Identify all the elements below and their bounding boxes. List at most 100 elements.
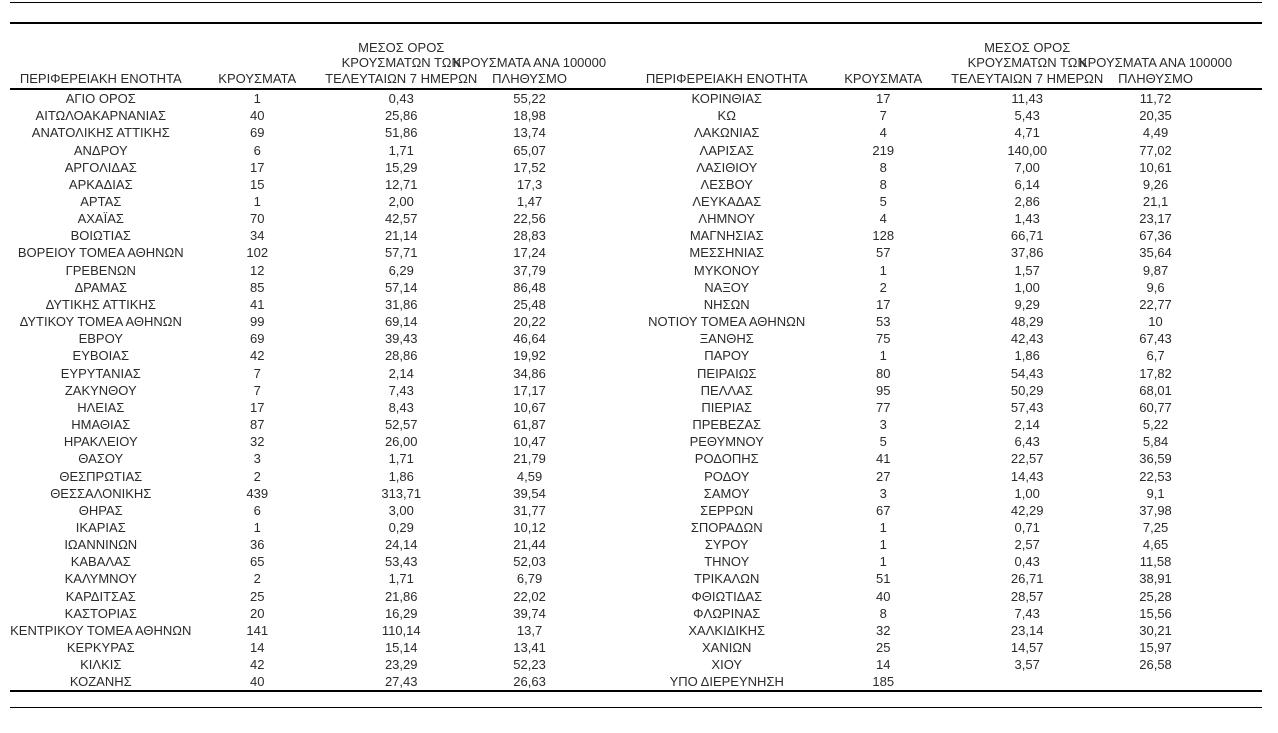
value-cell: 15,56 bbox=[1139, 605, 1172, 621]
value-cell: 99 bbox=[250, 314, 265, 330]
value-cell: 1,86 bbox=[388, 468, 414, 484]
spacer-cell bbox=[1206, 330, 1262, 347]
value-cell: 13,41 bbox=[513, 640, 546, 656]
cases-table: ΠΕΡΙΦΕΡΕΙΑΚΗ ΕΝΟΤΗΤΑ ΚΡΟΥΣΜΑΤΑ ΜΕΣΟΣ ΟΡΟ… bbox=[10, 22, 1262, 693]
region-cell: ΗΛΕΙΑΣ bbox=[77, 399, 125, 415]
value-cell: 85 bbox=[250, 279, 265, 295]
value-cell: 14,43 bbox=[1010, 468, 1044, 484]
value-cell: 2,86 bbox=[1014, 194, 1040, 210]
value-cell: 17 bbox=[250, 159, 265, 175]
value-cell: 1,47 bbox=[516, 194, 543, 210]
value-cell: 0,29 bbox=[388, 519, 414, 535]
value-cell: 41 bbox=[875, 451, 891, 467]
value-cell: 1 bbox=[253, 91, 261, 107]
region-cell: ΝΟΤΙΟΥ ΤΟΜΕΑ ΑΘΗΝΩΝ bbox=[648, 314, 806, 330]
col-header-region-label: ΠΕΡΙΦΕΡΕΙΑΚΗ ΕΝΟΤΗΤΑ bbox=[19, 70, 182, 86]
table-row: ΚΑΛΥΜΝΟΥ 2 1,71 6,79 ΤΡΙΚΑΛΩΝ 51 26,71 38,91 bbox=[10, 570, 1262, 587]
value-cell: 1 bbox=[253, 194, 261, 210]
value-cell: 1 bbox=[879, 537, 887, 553]
value-cell: 40 bbox=[250, 108, 265, 124]
value-cell: 15,14 bbox=[384, 640, 418, 656]
table-row: ΒΟΡΕΙΟΥ ΤΟΜΕΑ ΑΘΗΝΩΝ 102 57,71 17,24 ΜΕΣΣΗΝΙ… bbox=[10, 244, 1262, 261]
table-row: ΗΛΕΙΑΣ 17 8,43 10,67 ΠΙΕΡΙΑΣ 77 57,43 60,77 bbox=[10, 399, 1262, 416]
value-cell: 9,29 bbox=[1014, 296, 1040, 312]
spacer-cell bbox=[1206, 639, 1262, 656]
table-row: ΚΟΖΑΝΗΣ 40 27,43 26,63 ΥΠΟ ΔΙΕΡΕΥΝΗΣΗ 185 bbox=[10, 673, 1262, 693]
spacer-cell bbox=[580, 262, 636, 279]
spacer-cell bbox=[580, 502, 636, 519]
table-row: ΘΕΣΣΑΛΟΝΙΚΗΣ 439 313,71 39,54 ΣΑΜΟΥ 3 1,00 9,1 bbox=[10, 485, 1262, 502]
value-cell: 8,43 bbox=[388, 399, 414, 415]
value-cell: 40 bbox=[875, 588, 891, 604]
value-cell: 9,1 bbox=[1146, 485, 1165, 501]
region-cell: ΚΑΣΤΟΡΙΑΣ bbox=[64, 605, 137, 621]
value-cell: 22,57 bbox=[1010, 451, 1044, 467]
value-cell: 5,22 bbox=[1142, 417, 1169, 433]
spacer-cell bbox=[1206, 467, 1262, 484]
region-cell: ΚΑΡΔΙΤΣΑΣ bbox=[65, 588, 136, 604]
region-cell: ΦΛΩΡΙΝΑΣ bbox=[693, 605, 761, 621]
value-cell: 17,17 bbox=[513, 382, 546, 398]
region-cell: ΜΕΣΣΗΝΙΑΣ bbox=[689, 245, 765, 261]
value-cell: 439 bbox=[246, 485, 269, 501]
value-cell: 3,57 bbox=[1014, 657, 1040, 673]
spacer-cell bbox=[580, 227, 636, 244]
value-cell: 21,44 bbox=[513, 537, 546, 553]
region-cell: ΘΕΣΣΑΛΟΝΙΚΗΣ bbox=[50, 485, 152, 501]
spacer-cell bbox=[580, 176, 636, 193]
value-cell bbox=[1105, 673, 1206, 693]
value-cell: 6,14 bbox=[1014, 176, 1040, 192]
document-page: ΠΕΡΙΦΕΡΕΙΑΚΗ ΕΝΟΤΗΤΑ ΚΡΟΥΣΜΑΤΑ ΜΕΣΟΣ ΟΡΟ… bbox=[10, 2, 1262, 709]
value-cell: 20 bbox=[250, 605, 265, 621]
value-cell: 4,59 bbox=[516, 468, 543, 484]
table-row: ΚΑΒΑΛΑΣ 65 53,43 52,03 ΤΗΝΟΥ 1 0,43 11,58 bbox=[10, 553, 1262, 570]
spacer-cell bbox=[1206, 365, 1262, 382]
col-header-region-left: ΠΕΡΙΦΕΡΕΙΑΚΗ ΕΝΟΤΗΤΑ bbox=[10, 23, 192, 90]
value-cell: 1,71 bbox=[388, 451, 414, 467]
value-cell: 2,00 bbox=[388, 194, 414, 210]
value-cell: 15,29 bbox=[384, 159, 418, 175]
spacer-cell bbox=[580, 296, 636, 313]
region-cell: ΚΑΛΥΜΝΟΥ bbox=[64, 571, 137, 587]
region-cell: ΣΕΡΡΩΝ bbox=[700, 502, 754, 518]
value-cell: 19,92 bbox=[513, 348, 546, 364]
value-cell: 69 bbox=[250, 125, 265, 141]
region-cell: ΤΗΝΟΥ bbox=[704, 554, 750, 570]
value-cell: 7 bbox=[253, 365, 261, 381]
spacer-cell bbox=[580, 622, 636, 639]
region-cell: ΠΕΙΡΑΙΩΣ bbox=[697, 365, 757, 381]
value-cell: 69,14 bbox=[384, 314, 418, 330]
region-cell: ΗΡΑΚΛΕΙΟΥ bbox=[63, 434, 138, 450]
region-cell: ΖΑΚΥΝΘΟΥ bbox=[64, 382, 137, 398]
spacer-cell bbox=[580, 553, 636, 570]
spacer-cell bbox=[580, 536, 636, 553]
spacer-cell bbox=[1206, 656, 1262, 673]
table-row: ΓΡΕΒΕΝΩΝ 12 6,29 37,79 ΜΥΚΟΝΟΥ 1 1,57 9,87 bbox=[10, 262, 1262, 279]
spacer-cell bbox=[1206, 210, 1262, 227]
spacer-header bbox=[1205, 23, 1262, 90]
region-cell: ΡΟΔΟΥ bbox=[704, 468, 750, 484]
value-cell: 23,14 bbox=[1010, 622, 1044, 638]
region-cell: ΘΕΣΠΡΩΤΙΑΣ bbox=[59, 468, 143, 484]
table-row: ΑΡΚΑΔΙΑΣ 15 12,71 17,3 ΛΕΣΒΟΥ 8 6,14 9,26 bbox=[10, 176, 1262, 193]
value-cell: 39,74 bbox=[513, 605, 546, 621]
region-cell: ΔΡΑΜΑΣ bbox=[74, 279, 128, 295]
value-cell: 313,71 bbox=[381, 485, 422, 501]
region-cell: ΑΡΤΑΣ bbox=[80, 194, 122, 210]
spacer-cell bbox=[580, 433, 636, 450]
spacer-cell bbox=[1206, 107, 1262, 124]
value-cell: 7,00 bbox=[1014, 159, 1040, 175]
table-row: ΚΕΝΤΡΙΚΟΥ ΤΟΜΕΑ ΑΘΗΝΩΝ 141 110,14 13,7 ΧΑΛΚΙ… bbox=[10, 622, 1262, 639]
value-cell: 36 bbox=[250, 537, 265, 553]
value-cell: 6,29 bbox=[388, 262, 414, 278]
table-body: ΑΓΙΟ ΟΡΟΣ 1 0,43 55,22 ΚΟΡΙΝΘΙΑΣ 17 11,43 11,72… bbox=[10, 89, 1262, 693]
spacer-cell bbox=[1206, 622, 1262, 639]
spacer-cell bbox=[1206, 279, 1262, 296]
value-cell: 32 bbox=[250, 434, 265, 450]
table-row: ΚΙΛΚΙΣ 42 23,29 52,23 ΧΙΟΥ 14 3,57 26,58 bbox=[10, 656, 1262, 673]
value-cell: 15 bbox=[250, 176, 265, 192]
table-row: ΗΡΑΚΛΕΙΟΥ 32 26,00 10,47 ΡΕΘΥΜΝΟΥ 5 6,43 5,84 bbox=[10, 433, 1262, 450]
table-row: ΑΡΓΟΛΙΔΑΣ 17 15,29 17,52 ΛΑΣΙΘΙΟΥ 8 7,00 10,61 bbox=[10, 159, 1262, 176]
value-cell: 57,43 bbox=[1010, 399, 1044, 415]
spacer-cell bbox=[580, 588, 636, 605]
